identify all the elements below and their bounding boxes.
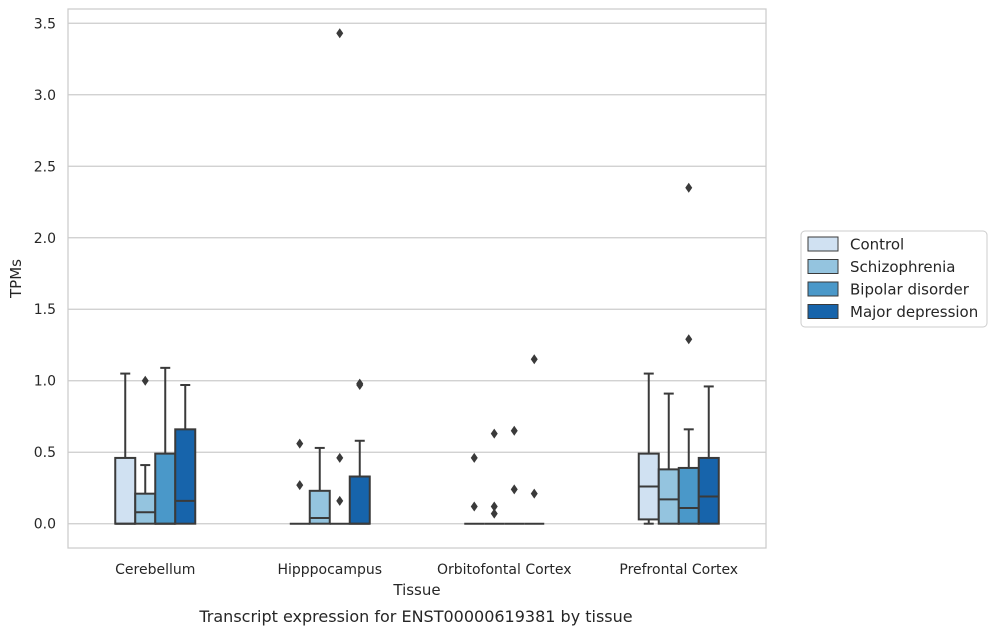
- legend-box: [800, 230, 988, 328]
- outlier-point: [490, 428, 498, 439]
- iqr-box: [697, 456, 720, 525]
- outlier-point: [336, 452, 344, 463]
- box-bipolar-disorder: [677, 182, 700, 525]
- outlier-point: [510, 484, 518, 495]
- box-schizophrenia: [657, 392, 680, 525]
- outlier-point: [470, 452, 478, 463]
- outlier-point: [490, 501, 498, 512]
- iqr-box: [174, 428, 197, 525]
- legend-swatch: [807, 304, 839, 319]
- outlier-point: [530, 488, 538, 499]
- iqr-box: [308, 489, 331, 525]
- x-axis-label: Tissue: [392, 581, 440, 599]
- y-axis-label: TPMs: [7, 259, 25, 299]
- legend-label: Schizophrenia: [850, 258, 955, 276]
- iqr-box: [657, 468, 680, 525]
- outlier-point: [336, 28, 344, 39]
- y-tick-label: 3.5: [34, 16, 56, 32]
- plot-frame: [67, 8, 767, 549]
- iqr-box: [348, 475, 371, 525]
- box-schizophrenia: [484, 428, 505, 525]
- x-tick-labels: Cerebellum Hipppocampus Orbitofontal Corte…: [115, 562, 738, 578]
- y-gridlines: [68, 22, 766, 525]
- outlier-point: [296, 480, 304, 491]
- box-bipolar-disorder: [504, 425, 525, 525]
- y-tick-label: 3.0: [34, 88, 56, 104]
- y-tick-label: 0.0: [34, 517, 56, 533]
- y-tick-labels: 0.0 0.5 1.0 1.5 2.0 2.5 3.0 3.5: [34, 16, 56, 532]
- y-tick-label: 1.5: [34, 302, 56, 318]
- y-tick-label: 2.5: [34, 159, 56, 175]
- x-tick-label: Hipppocampus: [277, 562, 382, 578]
- outlier-point: [296, 438, 304, 449]
- outlier-point: [530, 354, 538, 365]
- box-major-depression: [524, 354, 545, 525]
- legend: Control Schizophrenia Bipolar disorder Majo…: [800, 230, 988, 328]
- legend-label: Bipolar disorder: [850, 281, 970, 299]
- box-series-layer: [114, 28, 720, 525]
- box-bipolar-disorder: [154, 366, 177, 525]
- legend-swatch: [807, 281, 839, 297]
- box-control: [464, 452, 485, 525]
- outlier-point: [141, 375, 149, 386]
- x-tick-label: Cerebellum: [115, 562, 195, 578]
- outlier-point: [685, 182, 693, 193]
- chart-caption: Transcript expression for ENST0000061938…: [198, 607, 632, 626]
- box-major-depression: [697, 385, 720, 525]
- box-control: [114, 372, 137, 525]
- outlier-point: [685, 334, 693, 345]
- y-tick-label: 0.5: [34, 445, 56, 461]
- box-bipolar-disorder: [329, 28, 350, 525]
- y-tick-label: 1.0: [34, 374, 56, 390]
- legend-swatch: [807, 259, 839, 274]
- legend-swatch: [807, 236, 839, 252]
- legend-label: Control: [850, 236, 904, 254]
- outlier-point: [356, 380, 364, 391]
- y-tick-label: 2.0: [34, 231, 56, 247]
- x-tick-label: Orbitofontal Cortex: [437, 562, 572, 578]
- legend-label: Major depression: [850, 303, 978, 321]
- outlier-point: [490, 508, 498, 519]
- iqr-box: [114, 456, 137, 525]
- box-major-depression: [348, 378, 371, 525]
- outlier-point: [470, 501, 478, 512]
- outlier-point: [510, 425, 518, 436]
- outlier-point: [336, 495, 344, 506]
- iqr-box: [677, 466, 700, 525]
- box-major-depression: [174, 384, 197, 525]
- box-control: [637, 372, 660, 525]
- box-control: [289, 438, 310, 525]
- box-schizophrenia: [308, 446, 331, 525]
- x-tick-label: Prefrontal Cortex: [619, 562, 738, 578]
- iqr-box: [134, 492, 157, 525]
- iqr-box: [154, 452, 177, 525]
- box-schizophrenia: [134, 375, 157, 525]
